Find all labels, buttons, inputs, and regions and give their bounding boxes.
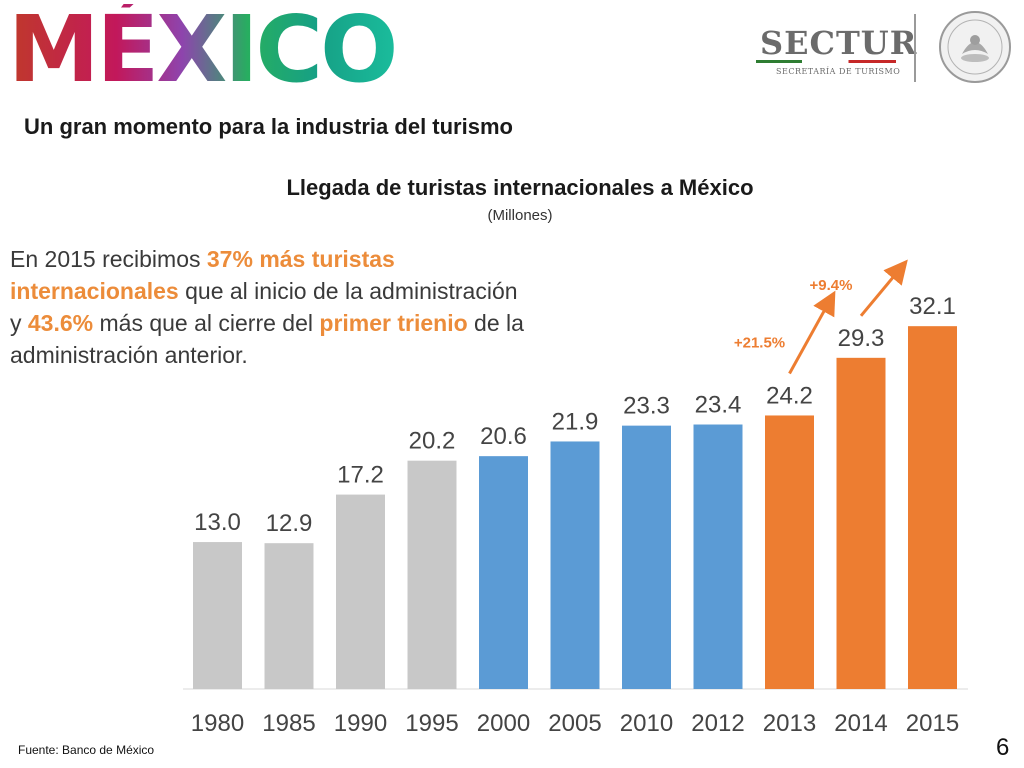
data-label-1980: 13.0 xyxy=(194,509,241,536)
note-text-1: En 2015 recibimos xyxy=(10,246,207,272)
data-label-2005: 21.9 xyxy=(552,408,599,435)
highlight-note: En 2015 recibimos 37% más turistas inter… xyxy=(10,243,530,371)
note-text-2: que al inicio de la administración y xyxy=(10,278,518,336)
bar-2005 xyxy=(550,441,600,689)
sectur-flag-stripe xyxy=(756,60,896,63)
data-label-1995: 20.2 xyxy=(409,428,456,455)
chart-unit-label: (Millones) xyxy=(487,207,553,224)
x-tick-label-1980: 1980 xyxy=(191,710,244,737)
bar-1995 xyxy=(407,460,457,689)
x-tick-label-2010: 2010 xyxy=(620,710,673,737)
sectur-logo-text: SECTUR xyxy=(760,24,918,62)
header-divider xyxy=(914,14,916,82)
data-label-2000: 20.6 xyxy=(480,423,527,450)
note-highlight-2: 43.6% xyxy=(27,310,94,336)
bar-2015 xyxy=(908,326,957,689)
data-label-2015: 32.1 xyxy=(909,293,956,320)
x-tick-label-2015: 2015 xyxy=(906,710,959,737)
data-label-2014: 29.3 xyxy=(838,325,885,352)
x-tick-label-1985: 1985 xyxy=(262,710,315,737)
bar-2010 xyxy=(622,425,671,689)
source-note: Fuente: Banco de México xyxy=(18,743,155,757)
note-highlight-3: primer trienio xyxy=(319,310,468,336)
x-tick-label-2005: 2005 xyxy=(548,710,601,737)
bar-1980 xyxy=(193,542,242,689)
data-label-2012: 23.4 xyxy=(695,392,742,419)
growth-label-2: +9.4% xyxy=(810,277,853,294)
data-label-1990: 17.2 xyxy=(337,462,384,489)
bar-2000 xyxy=(479,456,528,689)
x-tick-label-2013: 2013 xyxy=(763,710,816,737)
national-seal-icon xyxy=(939,11,1011,83)
growth-arrow-1 xyxy=(788,290,836,375)
mexico-logo: MÉXICO xyxy=(8,0,398,103)
note-text-3: más que al cierre del xyxy=(93,310,320,336)
data-label-2013: 24.2 xyxy=(766,382,813,409)
sectur-logo-subtitle: SECRETARÍA DE TURISMO xyxy=(776,67,901,76)
bar-2012 xyxy=(693,424,743,689)
x-tick-label-2012: 2012 xyxy=(691,710,744,737)
x-tick-label-1990: 1990 xyxy=(334,710,387,737)
data-label-2010: 23.3 xyxy=(623,393,670,420)
x-tick-label-1995: 1995 xyxy=(405,710,458,737)
bar-2013 xyxy=(765,415,814,689)
x-tick-label-2000: 2000 xyxy=(477,710,530,737)
growth-label-1: +21.5% xyxy=(734,334,785,351)
slide-subtitle: Un gran momento para la industria del tu… xyxy=(24,114,513,139)
note-highlight-1: 37% más turistas internacionales xyxy=(10,246,395,304)
bar-2014 xyxy=(836,357,886,689)
page-number: 6 xyxy=(996,734,1010,761)
chart-title: Llegada de turistas internacionales a Mé… xyxy=(286,175,754,200)
data-label-1985: 12.9 xyxy=(266,510,313,537)
bar-1990 xyxy=(336,494,385,689)
growth-arrow-2 xyxy=(859,259,908,317)
bar-1985 xyxy=(264,543,314,689)
note-text-4: de la administración anterior. xyxy=(10,310,524,368)
x-tick-label-2014: 2014 xyxy=(834,710,887,737)
